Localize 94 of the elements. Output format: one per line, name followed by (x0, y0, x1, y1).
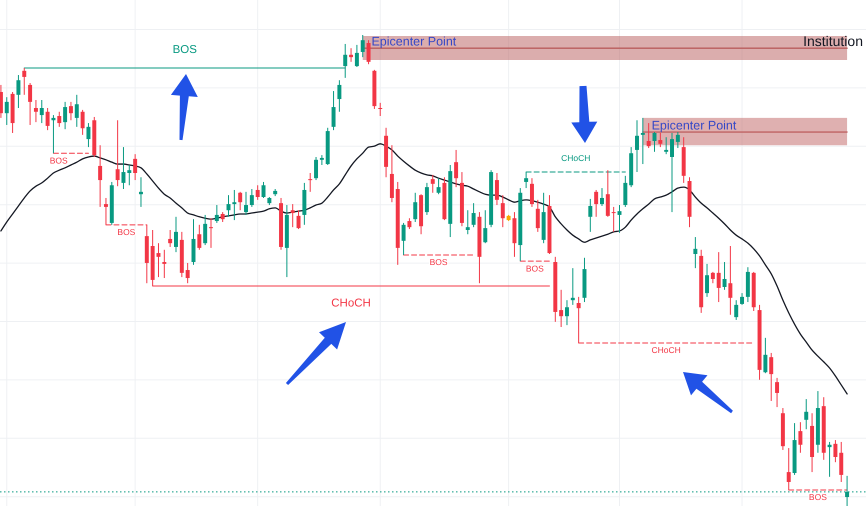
candlestick (127, 164, 132, 186)
candlestick (483, 210, 488, 244)
candlestick (98, 144, 102, 208)
candlestick (46, 108, 50, 131)
candlestick (232, 189, 236, 221)
series-label: CHoCH (652, 345, 681, 356)
candlestick (618, 204, 622, 234)
candlestick (454, 149, 458, 188)
candlestick (354, 44, 359, 68)
candlestick (734, 300, 738, 320)
candlestick (594, 189, 598, 218)
candlestick (262, 181, 266, 198)
candlestick (57, 111, 62, 128)
series-label: CHoCH (561, 153, 590, 164)
candlestick (74, 94, 79, 128)
candlestick (133, 154, 138, 181)
series-label: Epicenter Point (652, 118, 737, 133)
candlestick (192, 218, 196, 266)
candlestick (34, 100, 38, 123)
series-label: CHoCH (331, 298, 371, 310)
candlestick (156, 242, 160, 278)
candlestick (833, 440, 838, 463)
candlestick (763, 337, 768, 374)
candlestick (308, 172, 312, 192)
candlestick (296, 210, 301, 230)
series-label: BOS (50, 155, 68, 166)
candlestick (693, 236, 698, 269)
candlestick (804, 398, 808, 430)
candlestick (314, 156, 318, 181)
candlestick (564, 300, 569, 326)
candlestick (63, 101, 68, 130)
series-label: BOS (172, 44, 198, 56)
candlestick (494, 172, 499, 206)
series-label: BOS (117, 226, 136, 237)
candlestick (238, 191, 242, 211)
candlestick (798, 422, 802, 454)
candlestick (168, 229, 172, 248)
candlestick (40, 100, 44, 124)
candlestick (676, 132, 680, 149)
series-label: BOS (430, 257, 448, 268)
candlestick (472, 202, 476, 228)
candlestick (402, 222, 406, 256)
candlestick (366, 40, 371, 65)
candlestick (116, 120, 120, 187)
candlestick (162, 249, 166, 279)
candlestick (86, 122, 90, 148)
candlestick (203, 214, 208, 246)
candlestick (430, 174, 435, 194)
candlestick (705, 263, 710, 298)
candlestick (360, 34, 365, 58)
candlestick (214, 204, 219, 224)
candlestick (728, 246, 732, 316)
candlestick (16, 74, 20, 109)
candlestick (226, 194, 230, 218)
candlestick (769, 352, 774, 402)
candlestick (407, 218, 412, 230)
candlestick (740, 292, 744, 306)
candlestick (670, 132, 674, 213)
candlestick (646, 122, 651, 149)
candlestick (640, 117, 645, 165)
candlestick (530, 178, 534, 208)
candlestick (80, 109, 85, 136)
candlestick (588, 198, 592, 232)
candlestick (332, 90, 336, 131)
candlestick (209, 218, 213, 248)
candlestick (197, 224, 202, 250)
candlestick (256, 184, 260, 200)
candlestick (466, 210, 470, 235)
candlestick (536, 199, 540, 232)
candlestick (68, 101, 73, 121)
candlestick (28, 82, 32, 126)
series-label: BOS (526, 263, 544, 274)
candlestick (337, 80, 342, 112)
candlestick (250, 188, 254, 208)
candlestick (658, 132, 662, 148)
candlestick (378, 102, 382, 117)
candlestick (290, 204, 295, 228)
annotation: Institution (803, 33, 863, 50)
candlestick (244, 191, 248, 216)
candlestick (664, 136, 668, 155)
candlestick (436, 178, 441, 195)
candlestick (220, 212, 225, 222)
candlestick (775, 377, 780, 408)
candlestick (0, 84, 3, 118)
series-label: BOS (808, 492, 828, 502)
candlestick (722, 262, 727, 290)
candlestick (652, 132, 656, 152)
candlestick (121, 146, 126, 190)
candlestick (174, 216, 178, 253)
series-label: Epicenter Point (371, 34, 457, 49)
candlestick (500, 194, 505, 228)
candlestick (635, 120, 639, 173)
candlestick (600, 188, 604, 206)
candlestick (51, 114, 56, 154)
